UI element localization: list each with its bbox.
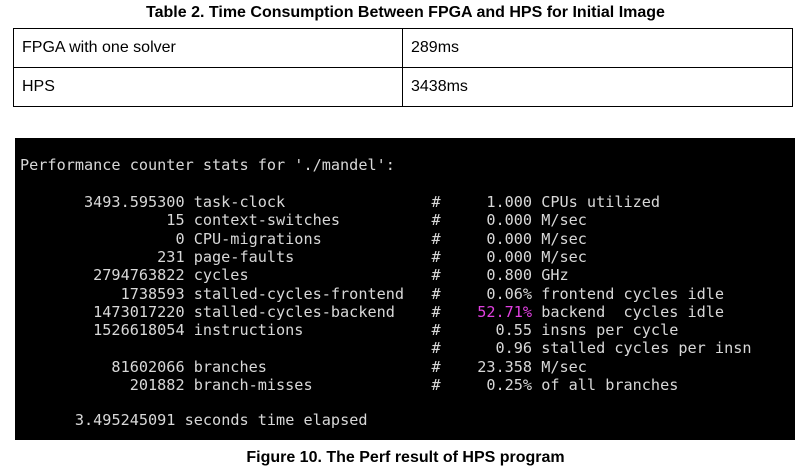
stat-count-event: 15 context-switches #	[20, 211, 469, 230]
stat-count-event: 2794763822 cycles #	[20, 266, 469, 285]
stat-note: of all branches	[532, 376, 679, 394]
table-row: FPGA with one solver 289ms	[13, 28, 793, 68]
stat-note: insns per cycle	[532, 321, 679, 340]
perf-stat-line: 231 page-faults # 0.000 M/sec	[20, 248, 587, 266]
perf-stat-line: 3493.595300 task-clock # 1.000 CPUs util…	[20, 193, 660, 211]
terminal-elapsed-line: 3.495245091 seconds time elapsed	[20, 411, 368, 429]
perf-terminal-output: Performance counter stats for './mandel'…	[15, 138, 795, 440]
perf-stat-line: 1473017220 stalled-cycles-backend # 52.7…	[20, 303, 724, 321]
perf-stat-line: 2794763822 cycles # 0.800 GHz	[20, 266, 569, 284]
stat-count-event: 1473017220 stalled-cycles-backend #	[20, 302, 469, 321]
stat-value: 0.55	[468, 321, 533, 340]
stat-note: stalled cycles per insn	[532, 339, 752, 358]
perf-stat-line: 15 context-switches # 0.000 M/sec	[20, 211, 587, 229]
elapsed-label: seconds time elapsed	[184, 411, 368, 429]
table-cell-value: 3438ms	[402, 67, 793, 107]
perf-stat-line: 201882 branch-misses # 0.25% of all bran…	[20, 376, 679, 394]
perf-stat-line: 1526618054 instructions # 0.55 insns per…	[20, 321, 678, 339]
stat-value: 0.000	[468, 247, 533, 266]
stat-count-event: 231 page-faults #	[20, 247, 469, 266]
stat-note: M/sec	[532, 229, 587, 248]
table-cell-value: 289ms	[402, 28, 793, 68]
stat-value: 0.06%	[468, 284, 533, 303]
stat-count-event: 0 CPU-migrations #	[20, 229, 469, 248]
stat-note: M/sec	[532, 211, 587, 230]
stat-note: backend cycles idle	[532, 302, 725, 321]
stat-note: M/sec	[532, 247, 587, 266]
stat-count-event: 1738593 stalled-cycles-frontend #	[20, 284, 469, 303]
stat-note: GHz	[532, 266, 569, 285]
table-row: HPS 3438ms	[13, 67, 793, 107]
perf-stat-line: 81602066 branches # 23.358 M/sec	[20, 358, 587, 376]
table-cell-label: HPS	[13, 67, 403, 107]
table-caption: Table 2. Time Consumption Between FPGA a…	[146, 4, 665, 21]
perf-stat-line: # 0.96 stalled cycles per insn	[20, 339, 752, 358]
stat-count-event: 3493.595300 task-clock #	[20, 193, 469, 211]
stat-note: M/sec	[532, 357, 587, 376]
stat-value: 0.800	[468, 266, 533, 285]
stat-value: 0.25%	[468, 376, 533, 394]
figure-caption: Figure 10. The Perf result of HPS progra…	[246, 449, 565, 466]
stat-value: 52.71%	[468, 302, 533, 321]
stat-count-event: 81602066 branches #	[20, 357, 469, 376]
stat-note: frontend cycles idle	[532, 284, 725, 303]
stat-count-event: #	[20, 339, 469, 358]
time-table: FPGA with one solver 289ms HPS 3438ms	[13, 28, 793, 107]
terminal-header: Performance counter stats for './mandel'…	[20, 156, 395, 174]
table-cell-label: FPGA with one solver	[13, 28, 403, 68]
perf-stat-line: 1738593 stalled-cycles-frontend # 0.06% …	[20, 284, 725, 303]
stat-note: CPUs utilized	[532, 193, 661, 211]
elapsed-value: 3.495245091	[74, 411, 176, 429]
perf-stat-line: 0 CPU-migrations # 0.000 M/sec	[20, 230, 587, 248]
stat-count-event: 201882 branch-misses #	[20, 376, 469, 394]
stat-value: 0.96	[468, 339, 533, 358]
stat-count-event: 1526618054 instructions #	[20, 321, 469, 340]
stat-value: 0.000	[468, 211, 533, 230]
stat-value: 0.000	[468, 229, 533, 248]
stat-value: 1.000	[468, 193, 533, 211]
stat-value: 23.358	[468, 357, 533, 376]
